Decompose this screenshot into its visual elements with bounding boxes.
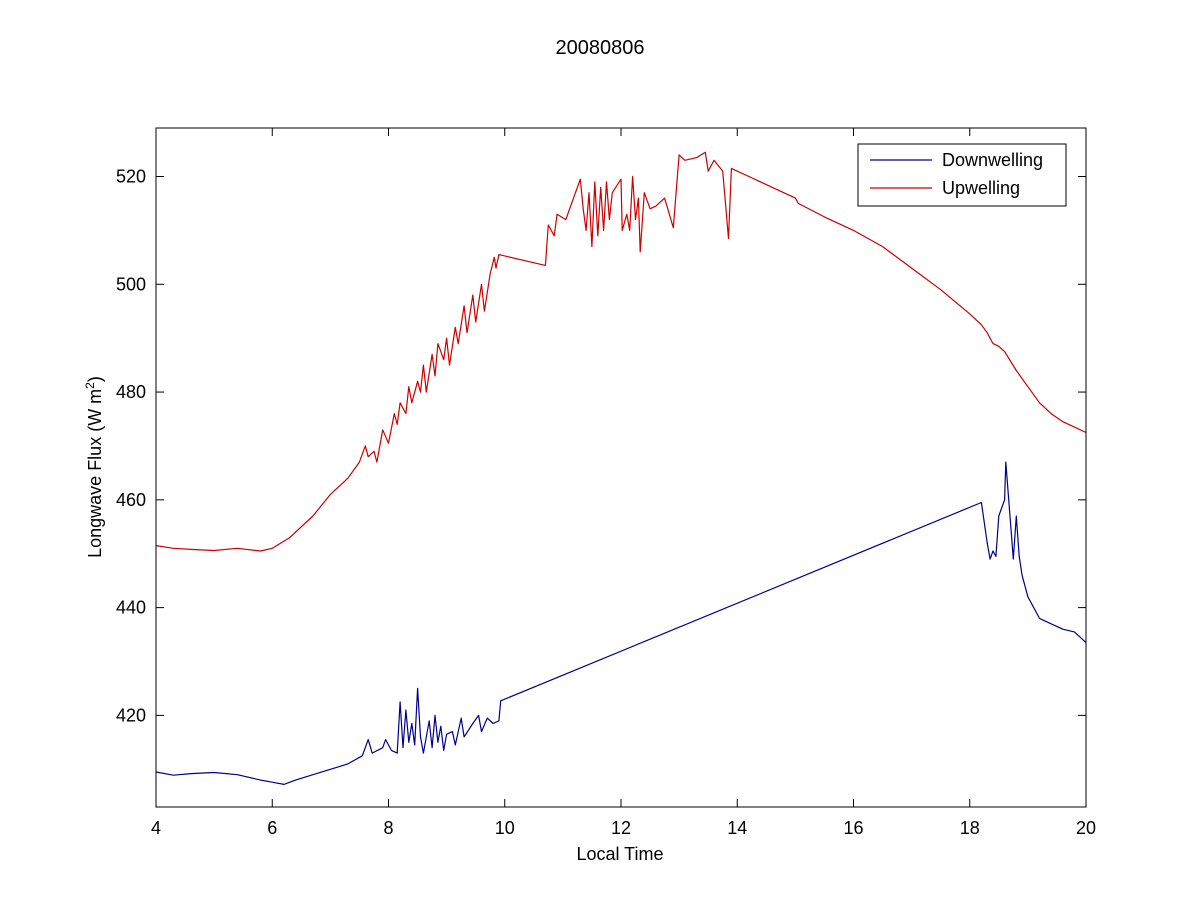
y-tick-label: 520 (116, 167, 146, 187)
y-axis-label: Longwave Flux (W m2) (83, 376, 105, 558)
y-axis-label-close: ) (85, 376, 105, 382)
x-axis: 4 6 8 10 12 14 16 18 20 (151, 128, 1096, 838)
x-tick-label: 16 (843, 818, 863, 838)
chart-title: 20080806 (556, 37, 645, 59)
x-tick-label: 10 (495, 818, 515, 838)
y-tick-label: 460 (116, 490, 146, 510)
x-tick-label: 14 (727, 818, 747, 838)
y-tick-label: 480 (116, 382, 146, 402)
x-tick-label: 18 (960, 818, 980, 838)
x-tick-label: 4 (151, 818, 161, 838)
x-tick-label: 12 (611, 818, 631, 838)
y-axis-label-main: Longwave Flux (W m (85, 389, 105, 558)
legend-label-downwelling: Downwelling (942, 150, 1043, 170)
x-tick-label: 20 (1076, 818, 1096, 838)
legend-box (857, 143, 1067, 207)
x-axis-label: Local Time (576, 844, 663, 864)
y-tick-label: 420 (116, 705, 146, 725)
x-tick-label: 8 (383, 818, 393, 838)
y-axis-label-exponent: 2 (83, 382, 97, 389)
series-line-downwelling (155, 461, 1087, 786)
series-line-upwelling (155, 151, 1087, 552)
y-tick-label: 500 (116, 274, 146, 294)
plot-frame (155, 127, 1087, 808)
y-tick-label: 440 (116, 598, 146, 618)
legend-label-upwelling: Upwelling (942, 178, 1020, 198)
x-tick-label: 6 (267, 818, 277, 838)
plot-lines (155, 151, 1087, 786)
legend: Downwelling Upwelling (857, 143, 1067, 207)
y-axis: 420 440 460 480 500 520 (116, 167, 1086, 725)
